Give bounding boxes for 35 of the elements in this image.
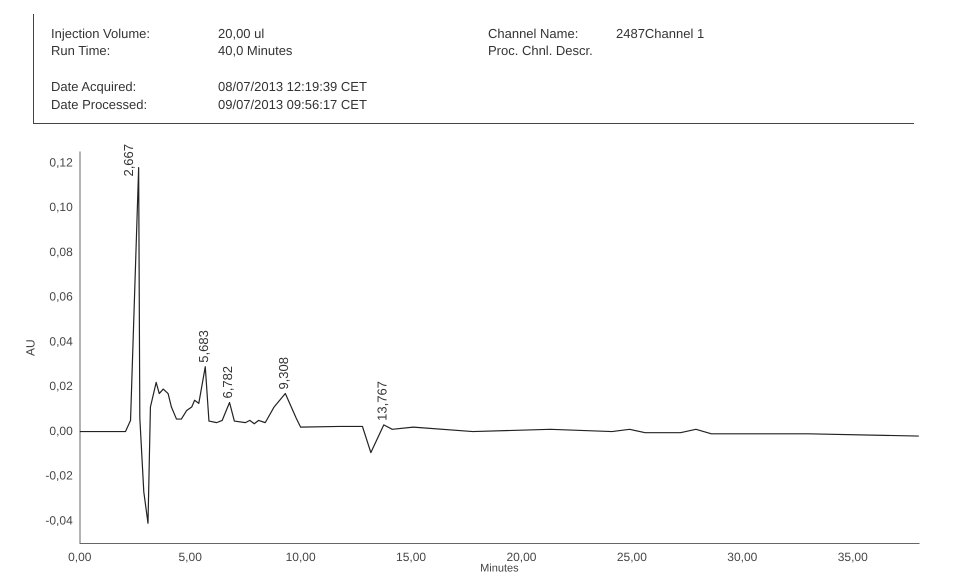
text: Proc. Chnl. Descr. [488,43,593,58]
y-tick-label: -0,02 [45,468,74,483]
text: 40,0 Minutes [218,43,292,58]
x-axis-title: Minutes [480,562,520,574]
y-tick-label: 0,02 [49,379,74,394]
x-tick-label: 25,00 [616,550,648,564]
text: Run Time: [51,43,110,58]
y-tick-label: 0,12 [49,155,74,170]
annotation: 5,683 [196,330,211,363]
x-tick-label: 10,00 [286,550,316,564]
text: Injection Volume: [51,26,150,41]
y-tick-label: -0,04 [45,513,74,528]
y-tick-label: 0,08 [49,244,74,259]
x-tick-label: 0,00 [68,550,92,564]
y-tick-label: 0,10 [49,200,74,214]
x-tick-label: 15,00 [396,550,426,564]
x-tick-label: 20,00 [506,550,537,564]
y-tick-label: 0,04 [49,334,74,348]
y-tick-label: 0,06 [49,290,74,304]
y-tick-label: 0,00 [49,424,74,438]
x-tick-label: 35,00 [838,550,868,564]
text: 08/07/2013 12:19:39 CET [218,79,367,94]
y-axis-title: AU [24,339,38,356]
text: 09/07/2013 09:56:17 CET [218,97,367,112]
text: Date Acquired: [51,79,136,94]
annotation: 13,767 [374,381,390,421]
annotation: 2,667 [121,144,136,177]
annotation: 6,782 [220,366,236,398]
text: 2487Channel 1 [616,26,704,41]
x-tick-label: 5,00 [178,550,202,564]
text: Date Processed: [51,97,148,112]
text: Channel Name: [488,26,578,41]
annotation: 9,308 [276,357,291,390]
x-tick-label: 30,00 [727,550,758,564]
text: 20,00 ul [218,26,264,41]
